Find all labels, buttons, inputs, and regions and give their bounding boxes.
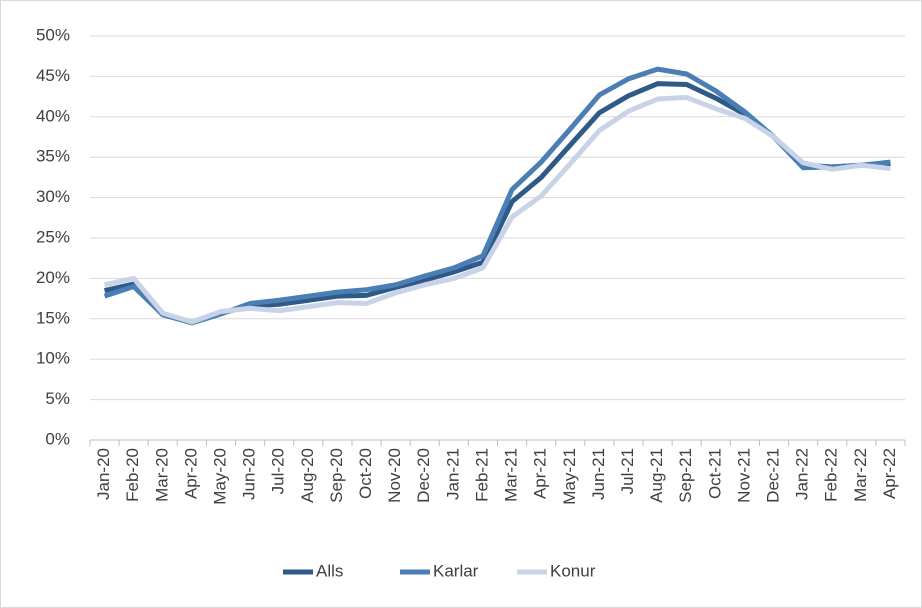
- y-tick-label: 10%: [36, 349, 70, 368]
- y-tick-label: 15%: [36, 308, 70, 327]
- x-tick-label: Oct-20: [356, 448, 375, 499]
- legend-label: Alls: [316, 561, 343, 580]
- x-tick-label: May-21: [560, 448, 579, 505]
- x-tick-label: Dec-21: [764, 448, 783, 503]
- x-tick-label: Oct-21: [705, 448, 724, 499]
- x-tick-label: Jul-20: [269, 448, 288, 494]
- y-tick-label: 20%: [36, 268, 70, 287]
- line-series: [104, 94, 891, 325]
- x-tick-label: Sep-21: [676, 448, 695, 503]
- x-tick-label: Mar-20: [152, 448, 171, 502]
- x-tick-label: Aug-21: [647, 448, 666, 503]
- y-tick-label: 40%: [36, 106, 70, 125]
- y-tick-label: 45%: [36, 66, 70, 85]
- x-tick-label: Apr-20: [181, 448, 200, 499]
- x-tick-label: Jul-21: [618, 448, 637, 494]
- x-tick-label: Jan-20: [94, 448, 113, 500]
- x-tick-label: Apr-21: [531, 448, 550, 499]
- y-tick-label: 25%: [36, 227, 70, 246]
- x-tick-label: Nov-20: [385, 448, 404, 503]
- x-tick-label: Apr-22: [880, 448, 899, 499]
- legend-label: Konur: [550, 561, 596, 580]
- x-tick-label: Jun-21: [589, 448, 608, 500]
- y-tick-label: 0%: [45, 429, 70, 448]
- x-tick-label: Aug-20: [298, 448, 317, 503]
- y-tick-label: 30%: [36, 187, 70, 206]
- x-tick-label: Mar-21: [502, 448, 521, 502]
- x-tick-label: Jan-21: [443, 448, 462, 500]
- x-tick-label: Jun-20: [240, 448, 259, 500]
- x-tick-label: Mar-22: [851, 448, 870, 502]
- x-tick-label: Sep-20: [327, 448, 346, 503]
- x-tick-label: Jan-22: [793, 448, 812, 500]
- y-tick-label: 35%: [36, 147, 70, 166]
- x-tick-label: Nov-21: [734, 448, 753, 503]
- y-tick-label: 50%: [36, 25, 70, 44]
- x-tick-label: Feb-22: [822, 448, 841, 502]
- x-tick-label: Dec-20: [414, 448, 433, 503]
- x-tick-label: Feb-21: [472, 448, 491, 502]
- y-tick-label: 5%: [45, 389, 70, 408]
- x-tick-label: Feb-20: [123, 448, 142, 502]
- x-tick-label: May-20: [210, 448, 229, 505]
- legend-label: Karlar: [433, 561, 479, 580]
